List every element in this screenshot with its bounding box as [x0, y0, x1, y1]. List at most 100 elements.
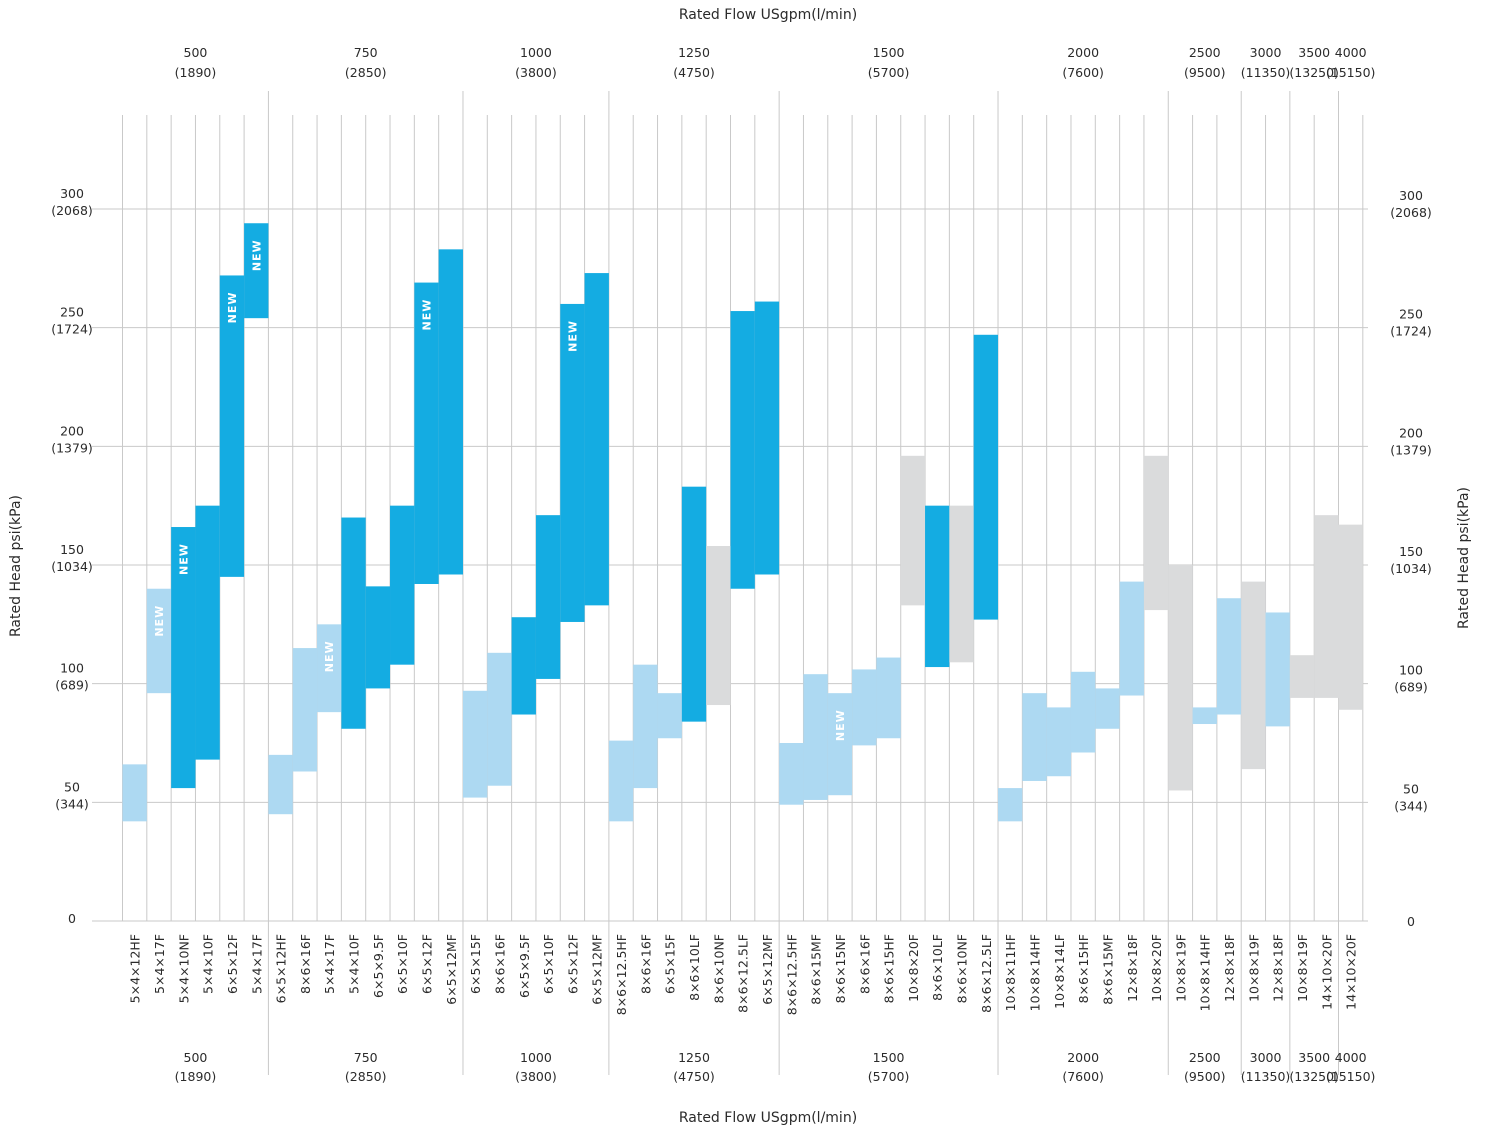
y-tick-left-kpa: (689) — [55, 678, 89, 693]
model-label: 8×6×10NF — [711, 934, 726, 1003]
model-label: 12×8×18F — [1125, 934, 1140, 1002]
y-tick-left: 150 — [60, 542, 84, 557]
range-bar — [535, 515, 561, 679]
y-tick-right-kpa: (1724) — [1390, 324, 1432, 339]
flow-group-top-lpm: (9500) — [1184, 65, 1226, 80]
range-bar — [414, 282, 439, 584]
chart-labels: Rated Flow USgpm(l/min) Rated Flow USgpm… — [8, 7, 1472, 1126]
y-tick-right-kpa: (689) — [1394, 680, 1428, 695]
range-bar — [292, 648, 318, 772]
range-bar — [1265, 612, 1290, 727]
y-tick-right-kpa: (1034) — [1390, 561, 1432, 576]
flow-group-bottom: 3500 — [1298, 1050, 1330, 1065]
model-label: 8×6×10NF — [955, 934, 970, 1003]
model-label: 10×8×11HF — [1003, 934, 1018, 1011]
flow-group-bottom: 2000 — [1067, 1050, 1099, 1065]
flow-group-bottom-lpm: (9500) — [1184, 1069, 1226, 1084]
model-label: 8×6×12.5HF — [614, 934, 629, 1015]
model-label: 8×6×15MF — [809, 934, 824, 1005]
range-bar — [1241, 581, 1266, 770]
flow-group-top-lpm: (11350) — [1241, 65, 1291, 80]
flow-group-top-lpm: (13250) — [1289, 65, 1339, 80]
flow-group-bottom-lpm: (3800) — [515, 1069, 557, 1084]
new-badge: NEW — [153, 605, 166, 637]
range-bar — [1192, 707, 1217, 725]
range-bar — [949, 505, 974, 663]
model-label: 6×5×12F — [420, 934, 435, 994]
model-label: 5×4×12HF — [128, 934, 143, 1003]
new-badge: NEW — [226, 292, 239, 324]
flow-group-bottom: 4000 — [1335, 1050, 1367, 1065]
range-bar — [973, 334, 999, 620]
range-bar — [803, 674, 828, 800]
model-label: 12×8×18F — [1271, 934, 1286, 1002]
flow-group-top-lpm: (2850) — [345, 65, 387, 80]
range-bar — [1216, 598, 1242, 715]
model-label: 10×8×14LF — [1052, 934, 1067, 1009]
left-axis-title: Rated Head psi(kPa) — [8, 495, 24, 637]
model-label: 5×4×10F — [201, 934, 216, 994]
flow-group-top: 1250 — [678, 45, 710, 60]
model-label: 8×6×10LF — [930, 934, 945, 1001]
range-bar — [754, 301, 780, 575]
range-bar — [1022, 693, 1047, 781]
model-label: 12×8×18F — [1222, 934, 1237, 1002]
y-tick-left-kpa: (2068) — [51, 203, 93, 218]
range-bar — [146, 588, 172, 694]
model-label: 6×5×9.5F — [371, 934, 386, 998]
model-label: 14×10×20F — [1319, 934, 1334, 1010]
flow-group-bottom: 3000 — [1250, 1050, 1282, 1065]
top-axis-title: Rated Flow USgpm(l/min) — [679, 7, 857, 23]
range-bar — [1070, 671, 1096, 753]
right-axis-title: Rated Head psi(kPa) — [1456, 487, 1472, 629]
range-bar — [1338, 524, 1363, 710]
model-label: 8×6×16F — [492, 934, 507, 994]
model-label: 5×4×10NF — [176, 934, 191, 1003]
flow-group-bottom-lpm: (13250) — [1289, 1069, 1339, 1084]
range-bar — [681, 486, 707, 722]
range-bar — [779, 743, 804, 805]
range-bar — [268, 754, 293, 815]
new-badge: NEW — [566, 320, 579, 352]
flow-group-top: 500 — [184, 45, 208, 60]
range-bar — [195, 505, 220, 760]
range-bar — [171, 527, 196, 789]
y-tick-right-kpa: (1379) — [1390, 442, 1432, 457]
model-label: 5×4×17F — [152, 934, 167, 994]
y-tick-right: 0 — [1407, 914, 1415, 929]
bottom-axis-title: Rated Flow USgpm(l/min) — [679, 1110, 857, 1126]
range-bar — [633, 664, 658, 789]
y-tick-left-kpa: (344) — [55, 796, 89, 811]
new-badge: NEW — [834, 709, 847, 741]
model-label: 8×6×12.5LF — [736, 934, 751, 1013]
y-tick-left-kpa: (1379) — [51, 440, 93, 455]
range-bar — [390, 505, 415, 665]
flow-group-top: 1000 — [520, 45, 552, 60]
model-label: 10×8×14HF — [1198, 934, 1213, 1011]
range-bar — [462, 690, 488, 798]
flow-group-top-lpm: (1890) — [175, 65, 217, 80]
range-bar — [487, 652, 512, 786]
new-badge: NEW — [177, 543, 190, 575]
flow-group-top: 3000 — [1250, 45, 1282, 60]
flow-group-top-lpm: (5700) — [868, 65, 910, 80]
range-bar — [560, 303, 585, 622]
range-bar — [998, 788, 1023, 822]
model-label: 8×6×10LF — [687, 934, 702, 1001]
y-tick-left: 100 — [60, 661, 84, 676]
y-tick-right: 300 — [1399, 188, 1423, 203]
model-label: 10×8×14HF — [1028, 934, 1043, 1011]
model-label: 6×5×12MF — [590, 934, 605, 1005]
y-tick-right: 150 — [1399, 544, 1423, 559]
model-label: 10×8×19F — [1173, 934, 1188, 1002]
range-bar — [1095, 688, 1120, 729]
range-bar — [1143, 455, 1169, 611]
new-badge: NEW — [323, 640, 336, 672]
range-bar — [341, 517, 366, 729]
flow-group-top: 1500 — [873, 45, 905, 60]
flow-group-top: 750 — [354, 45, 378, 60]
model-label: 8×6×12.5LF — [979, 934, 994, 1013]
flow-group-top: 2000 — [1067, 45, 1099, 60]
range-bar — [244, 223, 269, 319]
flow-group-bottom-lpm: (7600) — [1062, 1069, 1104, 1084]
